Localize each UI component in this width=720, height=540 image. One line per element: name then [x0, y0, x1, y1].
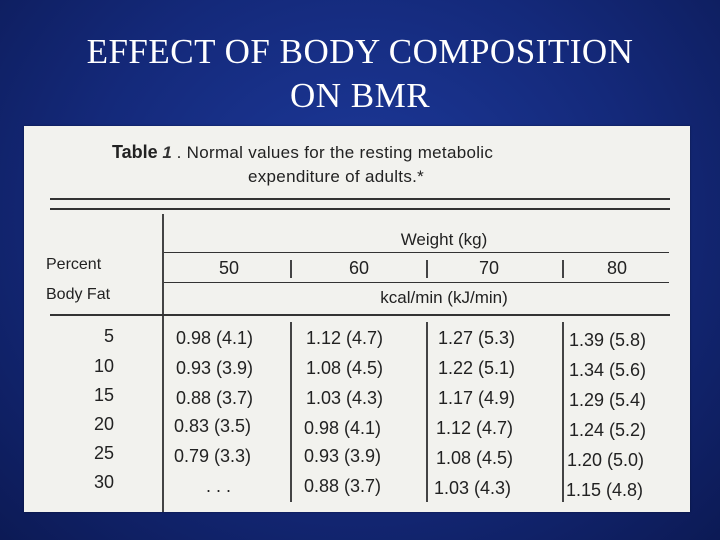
table-cell: 0.93 (3.9)	[176, 358, 254, 378]
table-cell: . . .	[206, 476, 232, 496]
table-cell: 1.12 (4.7)	[306, 328, 384, 348]
weight-divider-1	[290, 260, 292, 278]
weight-rule	[164, 252, 669, 253]
unit-label: kcal/min (kJ/min)	[380, 288, 508, 307]
column-divider-2	[426, 322, 428, 502]
weight-header: Weight (kg)	[400, 230, 488, 249]
header-bottom-rule	[50, 314, 670, 316]
weight-divider-3	[562, 260, 564, 278]
column-divider-1	[290, 322, 292, 502]
table-cell: 1.24 (5.2)	[569, 420, 647, 440]
table-cell: 1.22 (5.1)	[438, 358, 516, 378]
table-cell: 1.34 (5.6)	[569, 360, 647, 380]
header-divider	[162, 214, 164, 512]
weight-60: 60	[348, 258, 370, 278]
table-cell: 0.79 (3.3)	[174, 446, 252, 466]
table-cell: 0.93 (3.9)	[304, 446, 382, 466]
body-fat-30: 30	[93, 472, 114, 492]
table-cell: 1.17 (4.9)	[438, 388, 516, 408]
table-cell: 0.98 (4.1)	[304, 418, 382, 438]
table-cell: 0.83 (3.5)	[174, 416, 252, 436]
table-cell: 1.08 (4.5)	[436, 448, 514, 468]
percent-label: Percent	[46, 256, 102, 273]
table-cell: 1.03 (4.3)	[306, 388, 384, 408]
scanned-table-image: Table 1 . Normal values for the resting …	[24, 126, 690, 512]
table-cell: 0.88 (3.7)	[304, 476, 382, 496]
slide-title-line-2: ON BMR	[289, 76, 431, 115]
caption-line-2: expenditure of adults.*	[248, 167, 425, 186]
body-fat-5: 5	[103, 326, 114, 346]
top-rule-secondary	[50, 208, 670, 210]
table-cell: 1.03 (4.3)	[434, 478, 512, 498]
table-cell: 0.88 (3.7)	[176, 388, 254, 408]
slide-title-line-1: EFFECT OF BODY COMPOSITION	[86, 32, 634, 71]
table-cell: 1.39 (5.8)	[569, 330, 647, 350]
unit-rule	[164, 282, 669, 283]
body-fat-label: Body Fat	[46, 286, 111, 303]
caption-line-1: . Normal values for the resting metaboli…	[176, 143, 494, 162]
table-cell: 1.27 (5.3)	[438, 328, 516, 348]
table-label: Table	[112, 142, 158, 162]
top-rule	[50, 198, 670, 200]
table-cell: 1.12 (4.7)	[436, 418, 514, 438]
table-number: 1	[162, 143, 172, 162]
weight-50: 50	[218, 258, 240, 278]
body-fat-15: 15	[93, 385, 114, 405]
body-fat-10: 10	[93, 356, 114, 376]
weight-divider-2	[426, 260, 428, 278]
table-caption: Table 1 . Normal values for the resting …	[112, 140, 672, 189]
table-cell: 1.15 (4.8)	[566, 480, 644, 500]
table-cell: 1.29 (5.4)	[569, 390, 647, 410]
weight-70: 70	[478, 258, 500, 278]
weight-80: 80	[606, 258, 628, 278]
column-divider-3	[562, 322, 564, 502]
table-cell: 1.20 (5.0)	[567, 450, 645, 470]
body-fat-25: 25	[93, 443, 114, 463]
table-cell: 1.08 (4.5)	[306, 358, 384, 378]
body-fat-20: 20	[93, 414, 114, 434]
table-cell: 0.98 (4.1)	[176, 328, 254, 348]
slide-title: EFFECT OF BODY COMPOSITION ON BMR	[0, 30, 720, 118]
